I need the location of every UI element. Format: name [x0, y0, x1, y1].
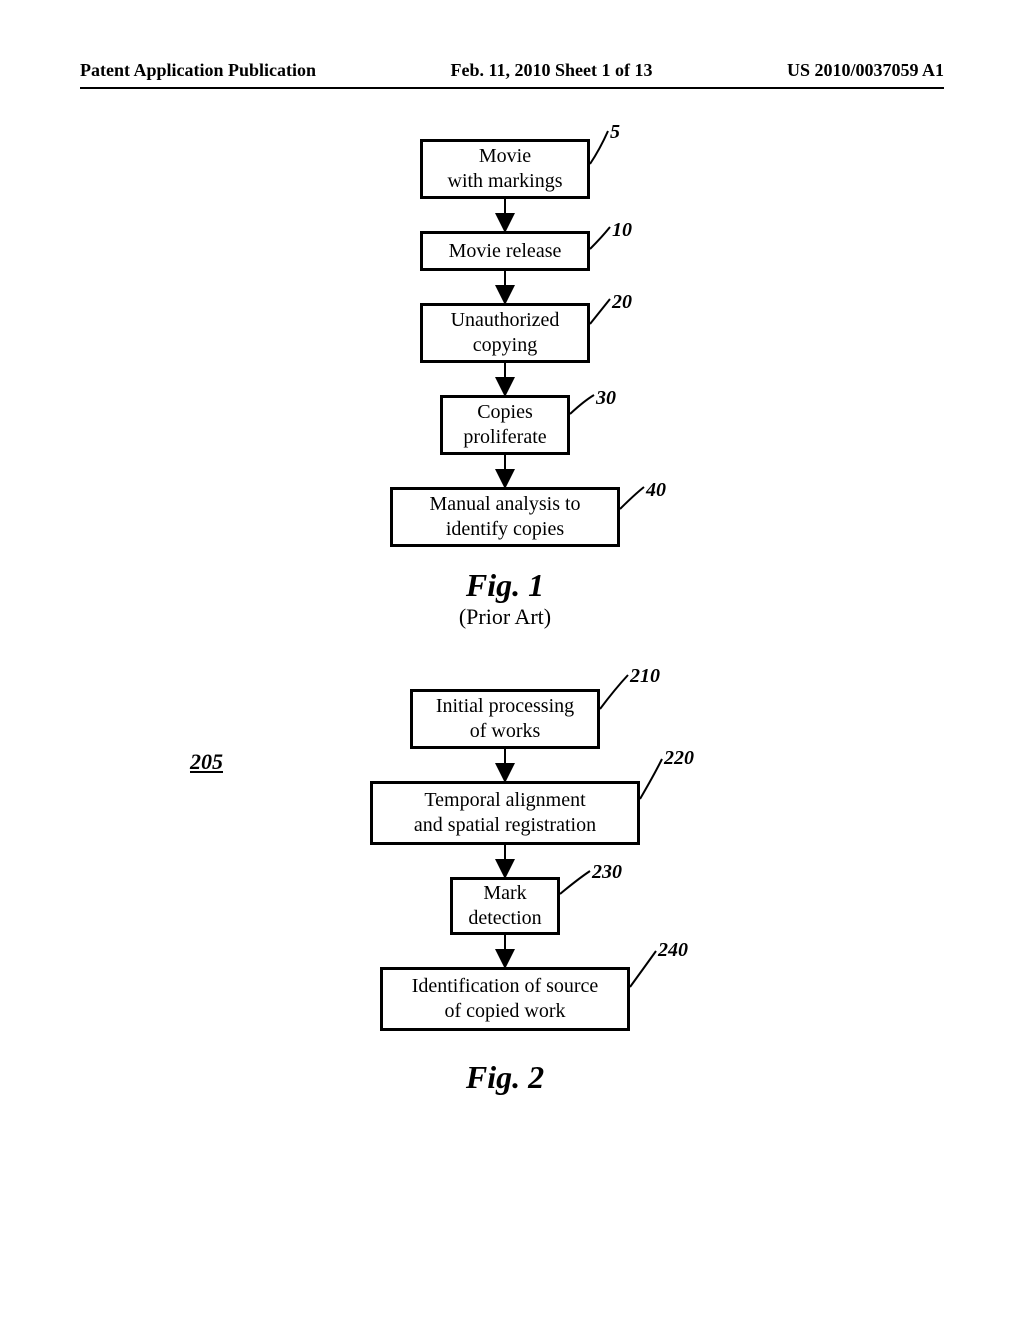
fig2-label: Fig. 2	[355, 1059, 655, 1096]
box-copies-proliferate: Copiesproliferate	[440, 395, 570, 455]
box-temporal-alignment: Temporal alignmentand spatial registrati…	[370, 781, 640, 845]
diagram-area: Moviewith markings Movie release Unautho…	[80, 109, 944, 1209]
fig1-label: Fig. 1 (Prior Art)	[355, 567, 655, 630]
ref-20: 20	[612, 291, 632, 314]
ref-30: 30	[596, 387, 616, 410]
fig1-title: Fig. 1	[355, 567, 655, 604]
ref-10: 10	[612, 219, 632, 242]
fig2-title: Fig. 2	[355, 1059, 655, 1096]
ref-220: 220	[664, 747, 694, 770]
box-movie-with-markings: Moviewith markings	[420, 139, 590, 199]
ref-240: 240	[658, 939, 688, 962]
box-initial-processing: Initial processingof works	[410, 689, 600, 749]
ref-205: 205	[190, 749, 223, 775]
ref-210: 210	[630, 665, 660, 688]
ref-230: 230	[592, 861, 622, 884]
ref-40: 40	[646, 479, 666, 502]
box-mark-detection: Markdetection	[450, 877, 560, 935]
page: Patent Application Publication Feb. 11, …	[80, 60, 944, 1260]
page-header: Patent Application Publication Feb. 11, …	[80, 60, 944, 89]
header-right: US 2010/0037059 A1	[787, 60, 944, 81]
box-unauthorized-copying: Unauthorizedcopying	[420, 303, 590, 363]
box-identification-source: Identification of sourceof copied work	[380, 967, 630, 1031]
box-movie-release: Movie release	[420, 231, 590, 271]
arrow-5-10	[80, 109, 980, 1209]
header-left: Patent Application Publication	[80, 60, 316, 81]
header-center: Feb. 11, 2010 Sheet 1 of 13	[451, 60, 653, 81]
box-manual-analysis: Manual analysis toidentify copies	[390, 487, 620, 547]
ref-5: 5	[610, 121, 620, 144]
fig1-subtitle: (Prior Art)	[355, 604, 655, 630]
